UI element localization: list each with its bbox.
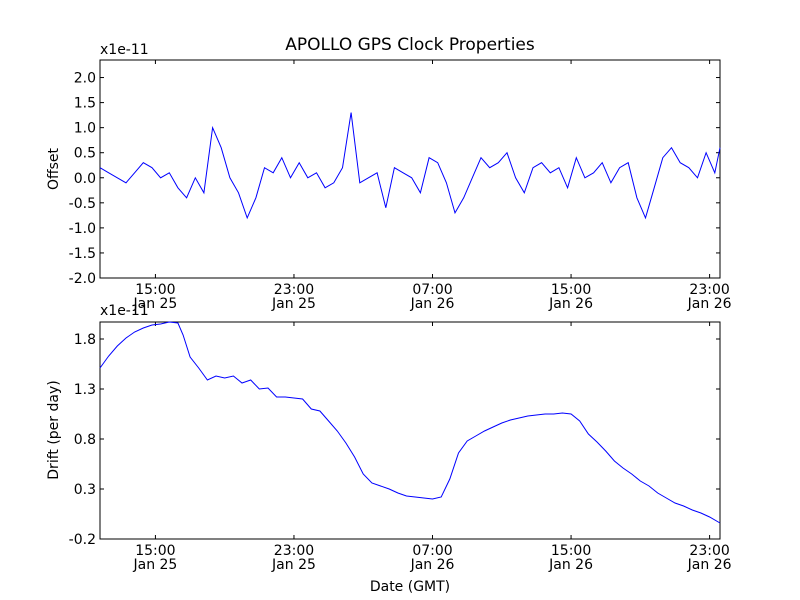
x-tick-label-date: Jan 25 (271, 296, 316, 312)
drift-series-line (99, 321, 721, 524)
x-tick-label-date: Jan 26 (548, 557, 593, 573)
y-tick-label: -1.0 (69, 221, 96, 237)
y-tick-label: 1.3 (74, 382, 96, 398)
x-tick-label-time: 15:00 (551, 282, 591, 298)
x-tick-label-date: Jan 26 (687, 296, 732, 312)
x-tick-label-time: 23:00 (274, 282, 314, 298)
chart-title: APOLLO GPS Clock Properties (285, 35, 535, 55)
y-tick-label: -0.2 (69, 532, 96, 548)
x-tick-label-date: Jan 26 (548, 296, 593, 312)
y-tick-label: -0.5 (69, 196, 96, 212)
y-tick-label: 0.3 (74, 482, 96, 498)
x-tick-label-date: Jan 26 (410, 557, 455, 573)
x-tick-label-time: 15:00 (551, 543, 591, 559)
x-tick-label-time: 15:00 (135, 282, 175, 298)
x-tick-label-time: 23:00 (689, 282, 729, 298)
x-tick-label-time: 07:00 (412, 543, 452, 559)
offset-ylabel: Offset (46, 147, 62, 190)
y-tick-label: -2.0 (69, 271, 96, 287)
x-tick-label-time: 23:00 (274, 543, 314, 559)
offset-series-line (99, 112, 721, 220)
x-tick-label-time: 15:00 (135, 543, 175, 559)
offset-panel: x1e-11 Offset 2.0 1.5 1.0 0.5 0.0 -0.5 -1.0 -1.… (46, 42, 732, 312)
y-tick-label: 0.5 (74, 146, 96, 162)
x-tick-label-time: 07:00 (412, 282, 452, 298)
y-tick-label: 0.8 (74, 432, 96, 448)
y-tick-label: 1.8 (74, 332, 96, 348)
x-tick-label-date: Jan 26 (687, 557, 732, 573)
plot-frame (99, 321, 721, 540)
plot-frame (99, 59, 721, 279)
x-tick-label-date: Jan 25 (271, 557, 316, 573)
drift-ylabel: Drift (per day) (46, 380, 62, 479)
y-tick-label: -1.5 (69, 246, 96, 262)
x-tick-label-date: Jan 26 (410, 296, 455, 312)
drift-multiplier: x1e-11 (100, 303, 149, 319)
y-tick-label: 0.0 (74, 171, 96, 187)
x-tick-label-time: 23:00 (689, 543, 729, 559)
y-tick-label: 1.5 (74, 96, 96, 112)
drift-xlabel: Date (GMT) (370, 579, 450, 595)
y-tick-label: 1.0 (74, 121, 96, 137)
y-tick-label: 2.0 (74, 71, 96, 87)
drift-panel: x1e-11 Drift (per day) Date (GMT) 1.8 1.3… (46, 303, 732, 595)
offset-multiplier: x1e-11 (100, 42, 149, 58)
x-tick-label-date: Jan 25 (132, 557, 177, 573)
x-tick-label-date: Jan 25 (132, 296, 177, 312)
